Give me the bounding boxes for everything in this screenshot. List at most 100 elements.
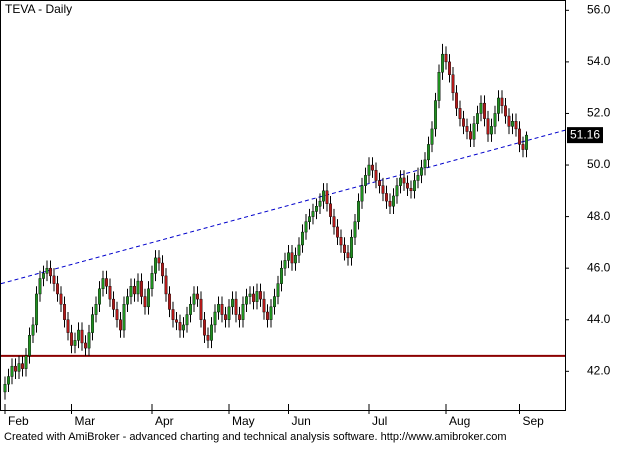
candle-body xyxy=(52,275,56,284)
candle-body xyxy=(133,286,136,295)
candle-body xyxy=(105,278,108,287)
candle-body xyxy=(462,118,465,127)
candle-body xyxy=(455,92,458,109)
candle-body xyxy=(458,108,462,119)
candle-body xyxy=(367,164,371,176)
candle-body xyxy=(115,309,119,320)
candle-body xyxy=(448,61,451,75)
candle-body xyxy=(290,252,294,264)
candle-body xyxy=(451,74,455,94)
candle-body xyxy=(385,193,388,202)
candle-body xyxy=(507,115,511,127)
candle-body xyxy=(56,283,59,295)
y-tick-label: 50.0 xyxy=(587,157,611,171)
last-price-box xyxy=(567,127,603,144)
candle-body xyxy=(378,180,381,186)
y-tick-label: 56.0 xyxy=(587,2,611,16)
candle-body xyxy=(101,278,105,290)
candle-body xyxy=(73,340,77,346)
candle-body xyxy=(395,185,399,197)
candle-body xyxy=(21,363,24,369)
candle-body xyxy=(493,113,497,127)
candle-body xyxy=(227,306,231,320)
candle-body xyxy=(437,72,441,101)
candle-body xyxy=(147,288,150,308)
candle-body xyxy=(280,267,283,284)
candle-body xyxy=(77,329,80,341)
y-tick-label: 52.0 xyxy=(587,106,611,120)
x-tick-label: Sep xyxy=(523,414,545,428)
candle-body xyxy=(210,324,213,341)
candle-body xyxy=(287,252,290,261)
candle-body xyxy=(168,293,171,310)
candle-body xyxy=(213,311,217,326)
candle-body xyxy=(308,216,311,222)
candle-body xyxy=(140,280,143,297)
y-tick-label: 54.0 xyxy=(587,54,611,68)
candle-body xyxy=(406,182,409,189)
candle-body xyxy=(402,177,406,184)
candle-body xyxy=(346,252,350,259)
candle-body xyxy=(315,206,318,212)
candle-body xyxy=(371,164,374,171)
candle-body xyxy=(206,335,210,341)
candle-body xyxy=(196,293,199,300)
candle-body xyxy=(339,237,343,246)
candle-body xyxy=(248,293,252,297)
candle-body xyxy=(94,304,98,315)
candle-body xyxy=(444,53,448,63)
candle-body xyxy=(217,304,220,313)
x-tick-label: Feb xyxy=(8,414,29,428)
candle-body xyxy=(241,304,245,320)
candle-body xyxy=(283,260,287,269)
candle-body xyxy=(388,200,392,207)
candle-body xyxy=(353,221,357,238)
candle-body xyxy=(423,159,427,168)
candle-body xyxy=(14,365,17,372)
candle-body xyxy=(255,291,259,302)
candle-body xyxy=(304,221,308,233)
candle-body xyxy=(119,319,122,331)
candle-body xyxy=(17,363,21,372)
candle-body xyxy=(374,169,378,181)
candle-body xyxy=(84,342,87,349)
candle-body xyxy=(294,255,297,264)
candle-body xyxy=(192,293,196,305)
candle-body xyxy=(42,273,45,279)
candle-body xyxy=(238,314,241,320)
x-tick-label: Apr xyxy=(155,414,174,428)
candle-body xyxy=(472,123,476,140)
candle-body xyxy=(87,332,91,349)
candle-body xyxy=(504,105,507,117)
candle-body xyxy=(28,335,31,357)
candle-body xyxy=(521,144,525,150)
candle-body xyxy=(231,298,234,308)
candle-body xyxy=(129,286,133,297)
candle-body xyxy=(63,304,66,320)
x-tick-label: Aug xyxy=(449,414,470,428)
candle-body xyxy=(80,329,84,344)
candle-body xyxy=(479,102,483,114)
candle-body xyxy=(49,267,52,277)
candle-body xyxy=(262,298,266,313)
candle-body xyxy=(70,332,73,346)
candle-body xyxy=(357,200,360,222)
candle-body xyxy=(59,293,63,305)
candle-body xyxy=(381,185,385,194)
candle-body xyxy=(318,200,322,207)
candle-body xyxy=(224,314,227,320)
candle-body xyxy=(490,126,493,135)
candle-body xyxy=(416,175,420,181)
y-tick-label: 44.0 xyxy=(587,312,611,326)
candle-body xyxy=(413,180,416,192)
candle-body xyxy=(441,53,444,73)
candle-body xyxy=(175,319,178,323)
footer: Created with AmiBroker - advanced charti… xyxy=(4,431,507,443)
candle-body xyxy=(126,296,129,305)
candle-body xyxy=(486,118,490,135)
x-tick-label: May xyxy=(232,414,255,428)
candle-body xyxy=(476,113,479,124)
candle-body xyxy=(199,298,203,320)
candle-body xyxy=(24,355,28,369)
candle-body xyxy=(311,211,315,217)
